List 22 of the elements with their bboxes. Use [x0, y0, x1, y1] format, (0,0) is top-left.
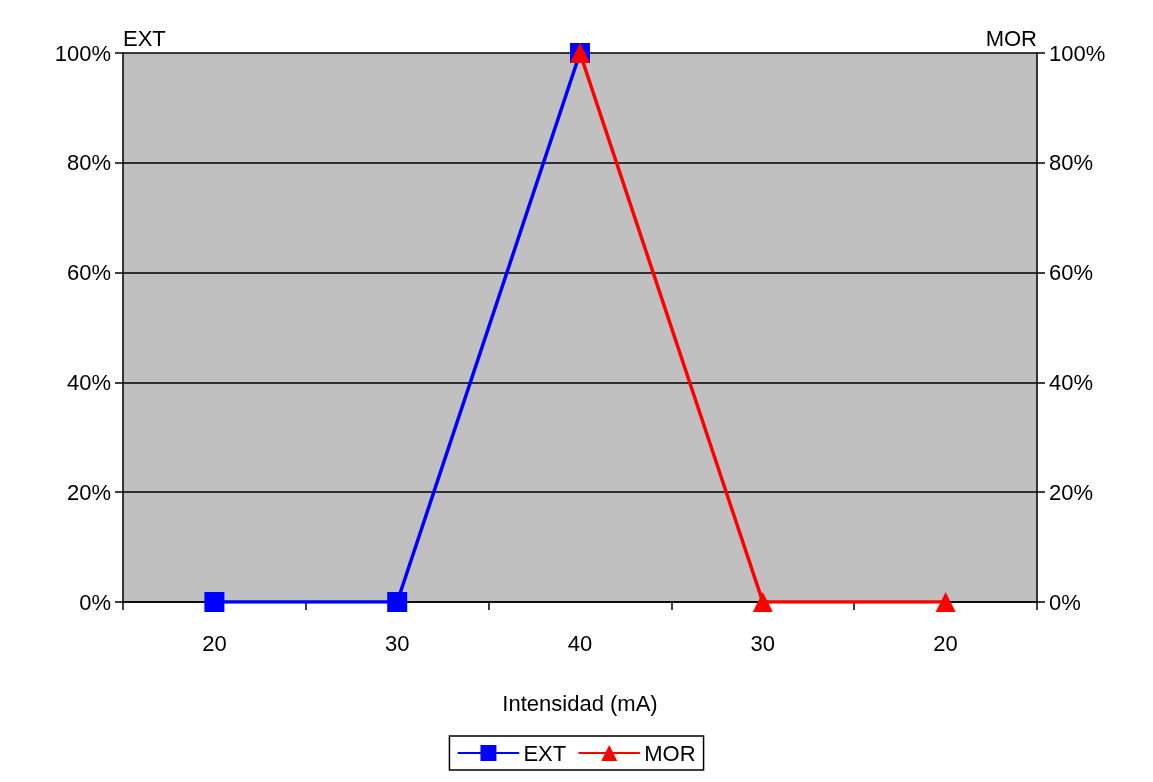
- x-tick-label: 30: [384, 630, 410, 656]
- y2-tick-label: 20%: [1049, 479, 1094, 505]
- x-tick-label: 20: [933, 630, 958, 656]
- y-tick-label: 0%: [79, 589, 111, 615]
- y-tick-label: 60%: [66, 260, 111, 286]
- x-tick-label: 40: [567, 630, 593, 656]
- y2-tick-label: 80%: [1049, 150, 1094, 176]
- y-tick-label: 40%: [66, 369, 111, 395]
- y-tick-label: 80%: [66, 150, 111, 176]
- x-axis-title: Intensidad (mA): [502, 690, 658, 716]
- y-tick-label: 20%: [66, 479, 111, 505]
- y2-tick-label: 60%: [1049, 260, 1094, 286]
- y2-tick-label: 40%: [1049, 369, 1094, 395]
- x-tick-label: 30: [750, 630, 776, 656]
- legend-label: MOR: [644, 740, 696, 766]
- x-tick-label: 20: [202, 630, 227, 656]
- y-tick-label: 100%: [54, 40, 111, 66]
- y-axis-title: EXT: [123, 25, 166, 51]
- legend-label: EXT: [523, 740, 567, 766]
- y2-tick-label: 0%: [1049, 589, 1081, 615]
- y2-axis-title: MOR: [985, 25, 1037, 51]
- y2-tick-label: 100%: [1049, 40, 1106, 66]
